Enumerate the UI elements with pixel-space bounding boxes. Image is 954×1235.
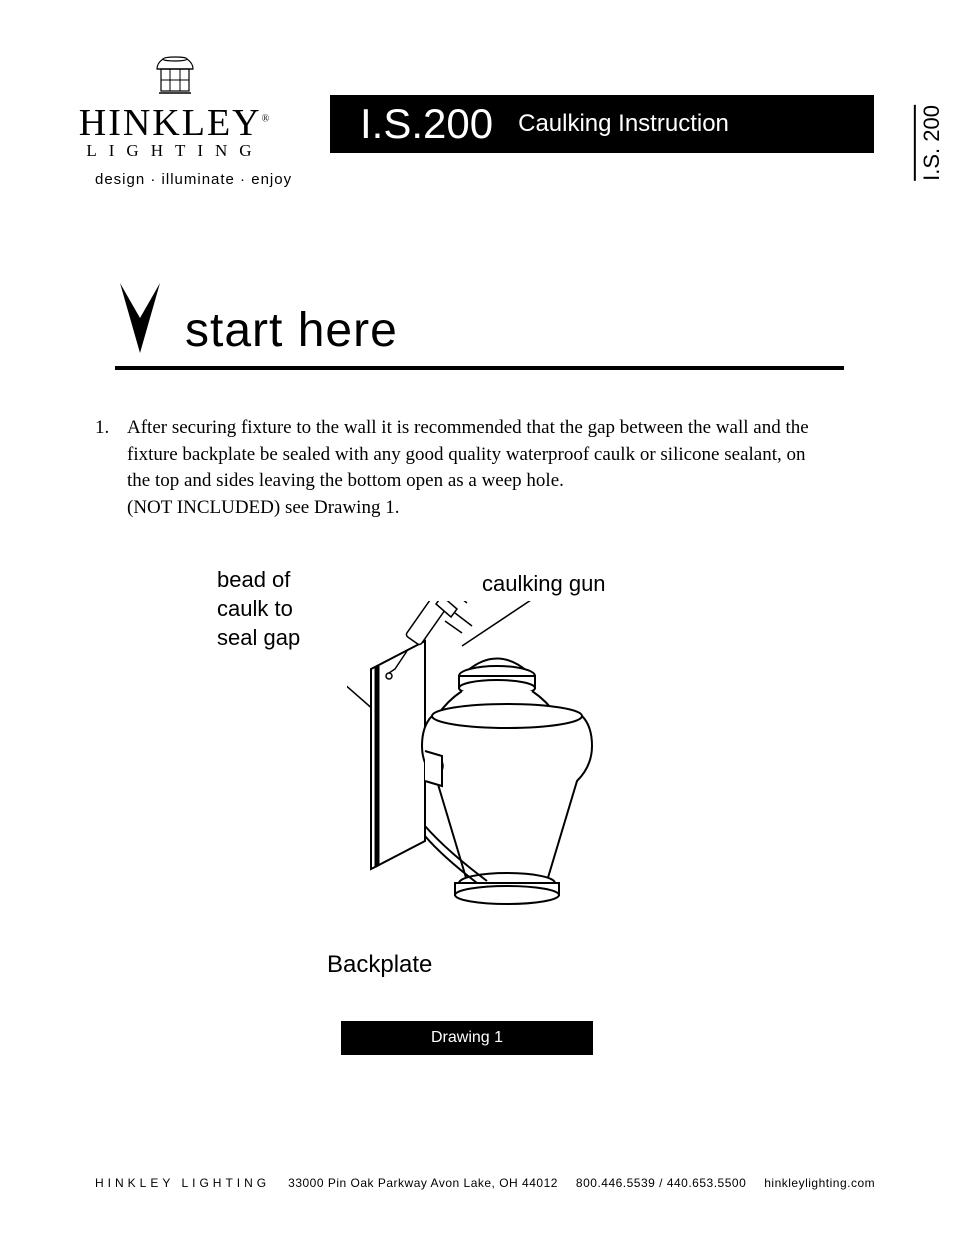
header-row: HINKLEY® LIGHTING I.S.200 Caulking Instr… <box>60 55 874 161</box>
label-backplate: Backplate <box>327 951 432 979</box>
fixture-diagram <box>347 601 687 951</box>
diagram-wrap: bead of caulk to seal gap caulking gun <box>217 561 717 991</box>
instruction-item: 1. After securing fixture to the wall it… <box>95 415 814 521</box>
logo-subtext: LIGHTING <box>86 141 263 161</box>
diagram-container: bead of caulk to seal gap caulking gun <box>60 561 874 1055</box>
footer-brand: HINKLEY LIGHTING <box>95 1176 270 1190</box>
label-caulking-gun: caulking gun <box>482 571 606 597</box>
start-here-row: start here <box>115 278 844 370</box>
instruction-number: 1. <box>95 415 115 521</box>
label-bead-of-caulk: bead of caulk to seal gap <box>217 566 300 652</box>
arrow-down-icon <box>115 278 165 358</box>
lantern-icon <box>145 55 205 95</box>
footer: HINKLEY LIGHTING 33000 Pin Oak Parkway A… <box>95 1176 875 1190</box>
doc-title: Caulking Instruction <box>518 110 729 138</box>
instruction-text: After securing fixture to the wall it is… <box>127 415 814 521</box>
logo-block: HINKLEY® LIGHTING <box>60 55 290 161</box>
side-doc-code: I.S. 200 <box>914 105 945 181</box>
footer-phone: 800.446.5539 / 440.653.5500 <box>576 1176 746 1190</box>
logo-tagline: design · illuminate · enjoy <box>95 171 874 188</box>
logo-name: HINKLEY® <box>79 101 271 145</box>
footer-web: hinkleylighting.com <box>764 1176 875 1190</box>
title-banner: I.S.200 Caulking Instruction <box>330 95 874 153</box>
instruction-list: 1. After securing fixture to the wall it… <box>95 415 814 521</box>
footer-address: 33000 Pin Oak Parkway Avon Lake, OH 4401… <box>288 1176 558 1190</box>
drawing-label: Drawing 1 <box>341 1021 593 1055</box>
page-container: HINKLEY® LIGHTING I.S.200 Caulking Instr… <box>0 0 954 1235</box>
doc-code: I.S.200 <box>360 100 493 148</box>
start-here-block: start here <box>115 278 844 370</box>
registered-mark: ® <box>262 113 272 124</box>
start-here-text: start here <box>185 303 398 358</box>
